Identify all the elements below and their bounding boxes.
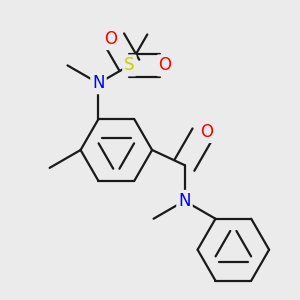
Text: N: N bbox=[92, 74, 105, 92]
Text: O: O bbox=[158, 56, 171, 74]
Text: O: O bbox=[200, 123, 213, 141]
Text: S: S bbox=[124, 56, 135, 74]
Text: O: O bbox=[104, 30, 117, 48]
Text: N: N bbox=[178, 192, 191, 210]
